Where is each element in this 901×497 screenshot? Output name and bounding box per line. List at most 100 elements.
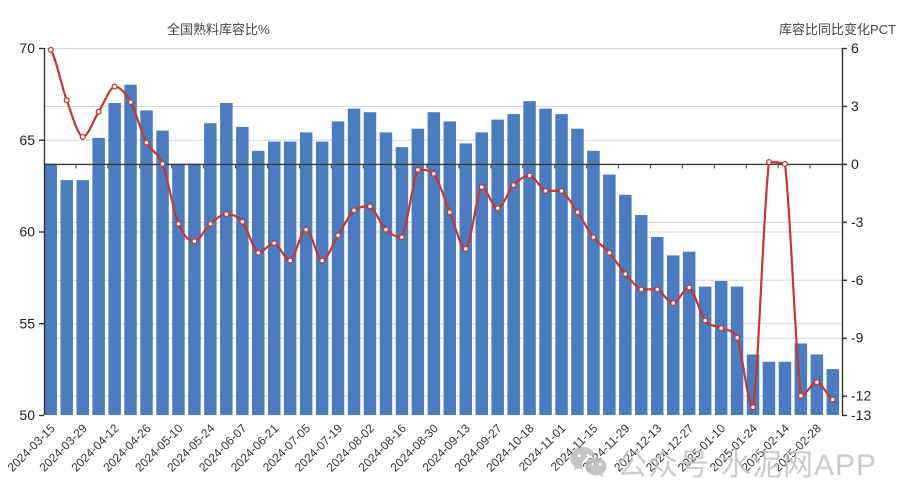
bar	[411, 128, 425, 415]
bar	[778, 361, 792, 415]
line-point	[127, 99, 134, 106]
line-point	[207, 220, 214, 227]
line-point	[255, 249, 262, 256]
zero-axis-line	[44, 163, 842, 169]
line-series	[47, 46, 836, 411]
bar	[603, 174, 616, 415]
line-point	[606, 249, 613, 256]
line-point	[223, 211, 230, 218]
line-point	[829, 396, 836, 403]
bar	[682, 251, 696, 415]
axes	[43, 48, 844, 415]
bar	[220, 103, 233, 415]
bar	[427, 112, 441, 415]
bar	[331, 121, 345, 416]
line-point	[47, 46, 54, 53]
line-point	[558, 187, 565, 194]
line-point	[813, 379, 820, 386]
line-point	[797, 392, 804, 399]
left-axis-tick-label: 55	[19, 315, 35, 331]
right-axis-tick-label: -13	[851, 407, 871, 423]
line-point	[494, 205, 501, 212]
line-point	[398, 234, 405, 241]
bar	[635, 215, 648, 415]
line-point	[749, 404, 757, 411]
line-point	[654, 286, 661, 293]
bar	[252, 150, 265, 416]
bar	[523, 101, 536, 415]
bar	[667, 255, 680, 415]
bar	[140, 110, 153, 416]
left-axis-tick-label: 65	[19, 132, 35, 148]
bar	[395, 147, 409, 415]
bar	[507, 114, 520, 415]
bar	[283, 141, 297, 415]
line-point	[478, 184, 485, 191]
line-point	[350, 207, 358, 214]
bar	[443, 121, 456, 416]
line-point	[430, 170, 437, 177]
bar	[826, 369, 840, 415]
line-point	[159, 160, 166, 167]
bar	[587, 150, 600, 416]
bar	[475, 132, 488, 415]
bar	[619, 194, 632, 415]
bar	[108, 103, 121, 415]
line-point	[638, 286, 645, 293]
line-point	[765, 158, 773, 166]
line-point	[526, 172, 533, 179]
line-point	[781, 160, 788, 167]
bar	[571, 128, 584, 415]
bar	[44, 163, 57, 415]
right-axis-tick-label: 3	[851, 98, 859, 114]
bar	[555, 114, 568, 415]
line-point	[686, 284, 693, 291]
line-point	[271, 240, 278, 247]
line-point	[622, 270, 629, 278]
line-point	[79, 133, 86, 140]
line-point	[95, 108, 102, 115]
bar	[651, 237, 664, 415]
line-point	[143, 139, 150, 146]
line-point	[462, 245, 469, 252]
right-axis-tick-label: 0	[851, 156, 859, 172]
bar	[268, 141, 281, 415]
right-axis-title: 库容比同比变化PCT	[778, 22, 896, 37]
bar	[379, 132, 393, 415]
line-point	[175, 220, 182, 227]
x-axis-labels: 2024-03-152024-03-292024-04-122024-04-26…	[5, 421, 825, 475]
line-point	[366, 203, 374, 210]
line-point	[542, 187, 549, 194]
bar	[315, 141, 329, 415]
bar	[204, 123, 217, 415]
right-axis-tick-label: 6	[851, 40, 859, 56]
line-point	[239, 218, 246, 225]
bar	[172, 163, 185, 415]
bar	[188, 163, 201, 415]
right-axis-tick-label: -9	[851, 330, 864, 346]
line-point	[63, 97, 70, 104]
left-axis-tick-label: 60	[19, 224, 35, 240]
line-point	[670, 299, 677, 307]
line-point	[319, 257, 326, 264]
bar	[363, 112, 377, 415]
line-point	[191, 238, 198, 245]
bar	[714, 281, 728, 415]
line-point	[446, 209, 453, 216]
line-point	[111, 83, 118, 90]
bar	[236, 126, 249, 416]
right-axis-tick-label: -6	[851, 272, 864, 288]
right-axis-tick-label: -12	[851, 388, 871, 404]
line-point	[382, 226, 389, 233]
left-axis-ticks: 70 65 60 55 50	[19, 40, 44, 423]
bar	[459, 143, 472, 415]
line-point	[335, 232, 342, 239]
bar	[299, 132, 313, 415]
line-point	[510, 182, 517, 189]
line-point	[718, 325, 725, 332]
bar	[156, 130, 169, 415]
bar	[730, 286, 744, 415]
bar	[76, 180, 89, 415]
line-point	[734, 334, 741, 341]
